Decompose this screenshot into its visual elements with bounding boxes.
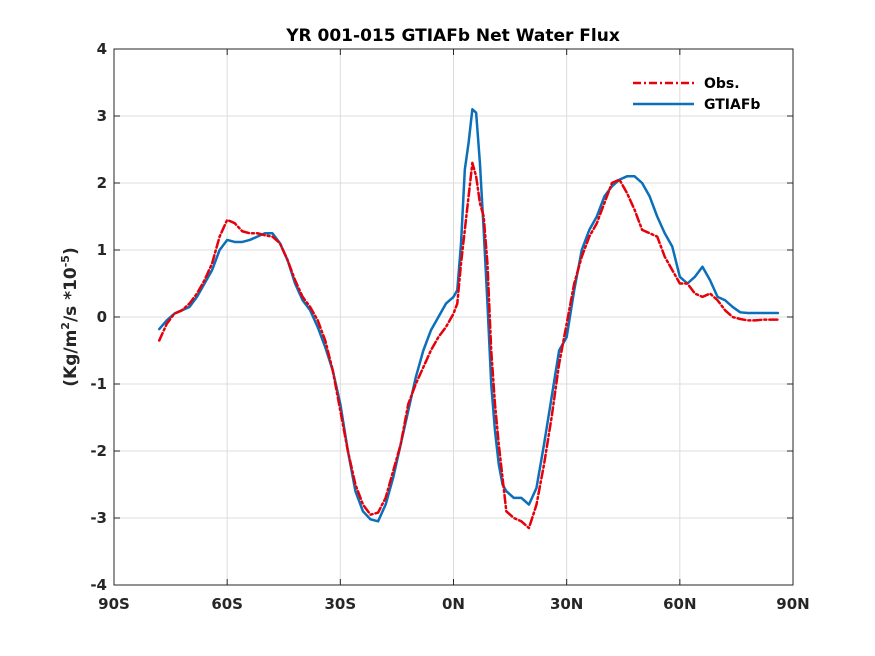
y-axis-label-part-3: ): [61, 247, 81, 255]
y-tick-label: -3: [90, 509, 107, 527]
y-tick-label: -1: [90, 375, 107, 393]
x-tick-labels: 90S 60S 30S 0N 30N 60N 90N: [98, 595, 810, 613]
series-line-gtiafb: [158, 108, 780, 523]
x-tick-label: 30N: [550, 595, 583, 613]
x-tick-label: 60S: [211, 595, 243, 613]
x-tick-label: 60N: [663, 595, 696, 613]
y-axis-label-part-1: (Kg/m: [61, 330, 81, 387]
y-tick-labels: -4 -3 -2 -1 0 1 2 3 4: [90, 40, 107, 594]
y-tick-label: -4: [90, 576, 107, 594]
y-axis-label-sup-1: 2: [59, 322, 72, 330]
y-tick-label: 3: [97, 107, 107, 125]
x-tick-label: 30S: [324, 595, 356, 613]
series-line-obs: [158, 161, 780, 530]
y-tick-label: 0: [97, 308, 107, 326]
x-tick-label: 0N: [442, 595, 465, 613]
y-axis-label-part-2: /s *10: [61, 267, 81, 322]
legend-label-obs: Obs.: [704, 76, 740, 92]
plot-frame: [113, 48, 794, 586]
y-axis-label-sup-2: -5: [59, 255, 72, 267]
legend-label-gtiafb: GTIAFb: [704, 97, 760, 113]
x-tick-label: 90N: [776, 595, 809, 613]
y-tick-label: 1: [97, 241, 107, 259]
y-tick-label: -2: [90, 442, 107, 460]
y-axis-label: (Kg/m2/s *10-5): [59, 247, 81, 387]
y-tick-label: 4: [97, 40, 107, 58]
chart-title: YR 001-015 GTIAFb Net Water Flux: [285, 26, 620, 46]
y-tick-label: 2: [97, 174, 107, 192]
legend: Obs. GTIAFb: [633, 76, 760, 113]
series-layer: [158, 108, 780, 530]
x-tick-label: 90S: [98, 595, 130, 613]
